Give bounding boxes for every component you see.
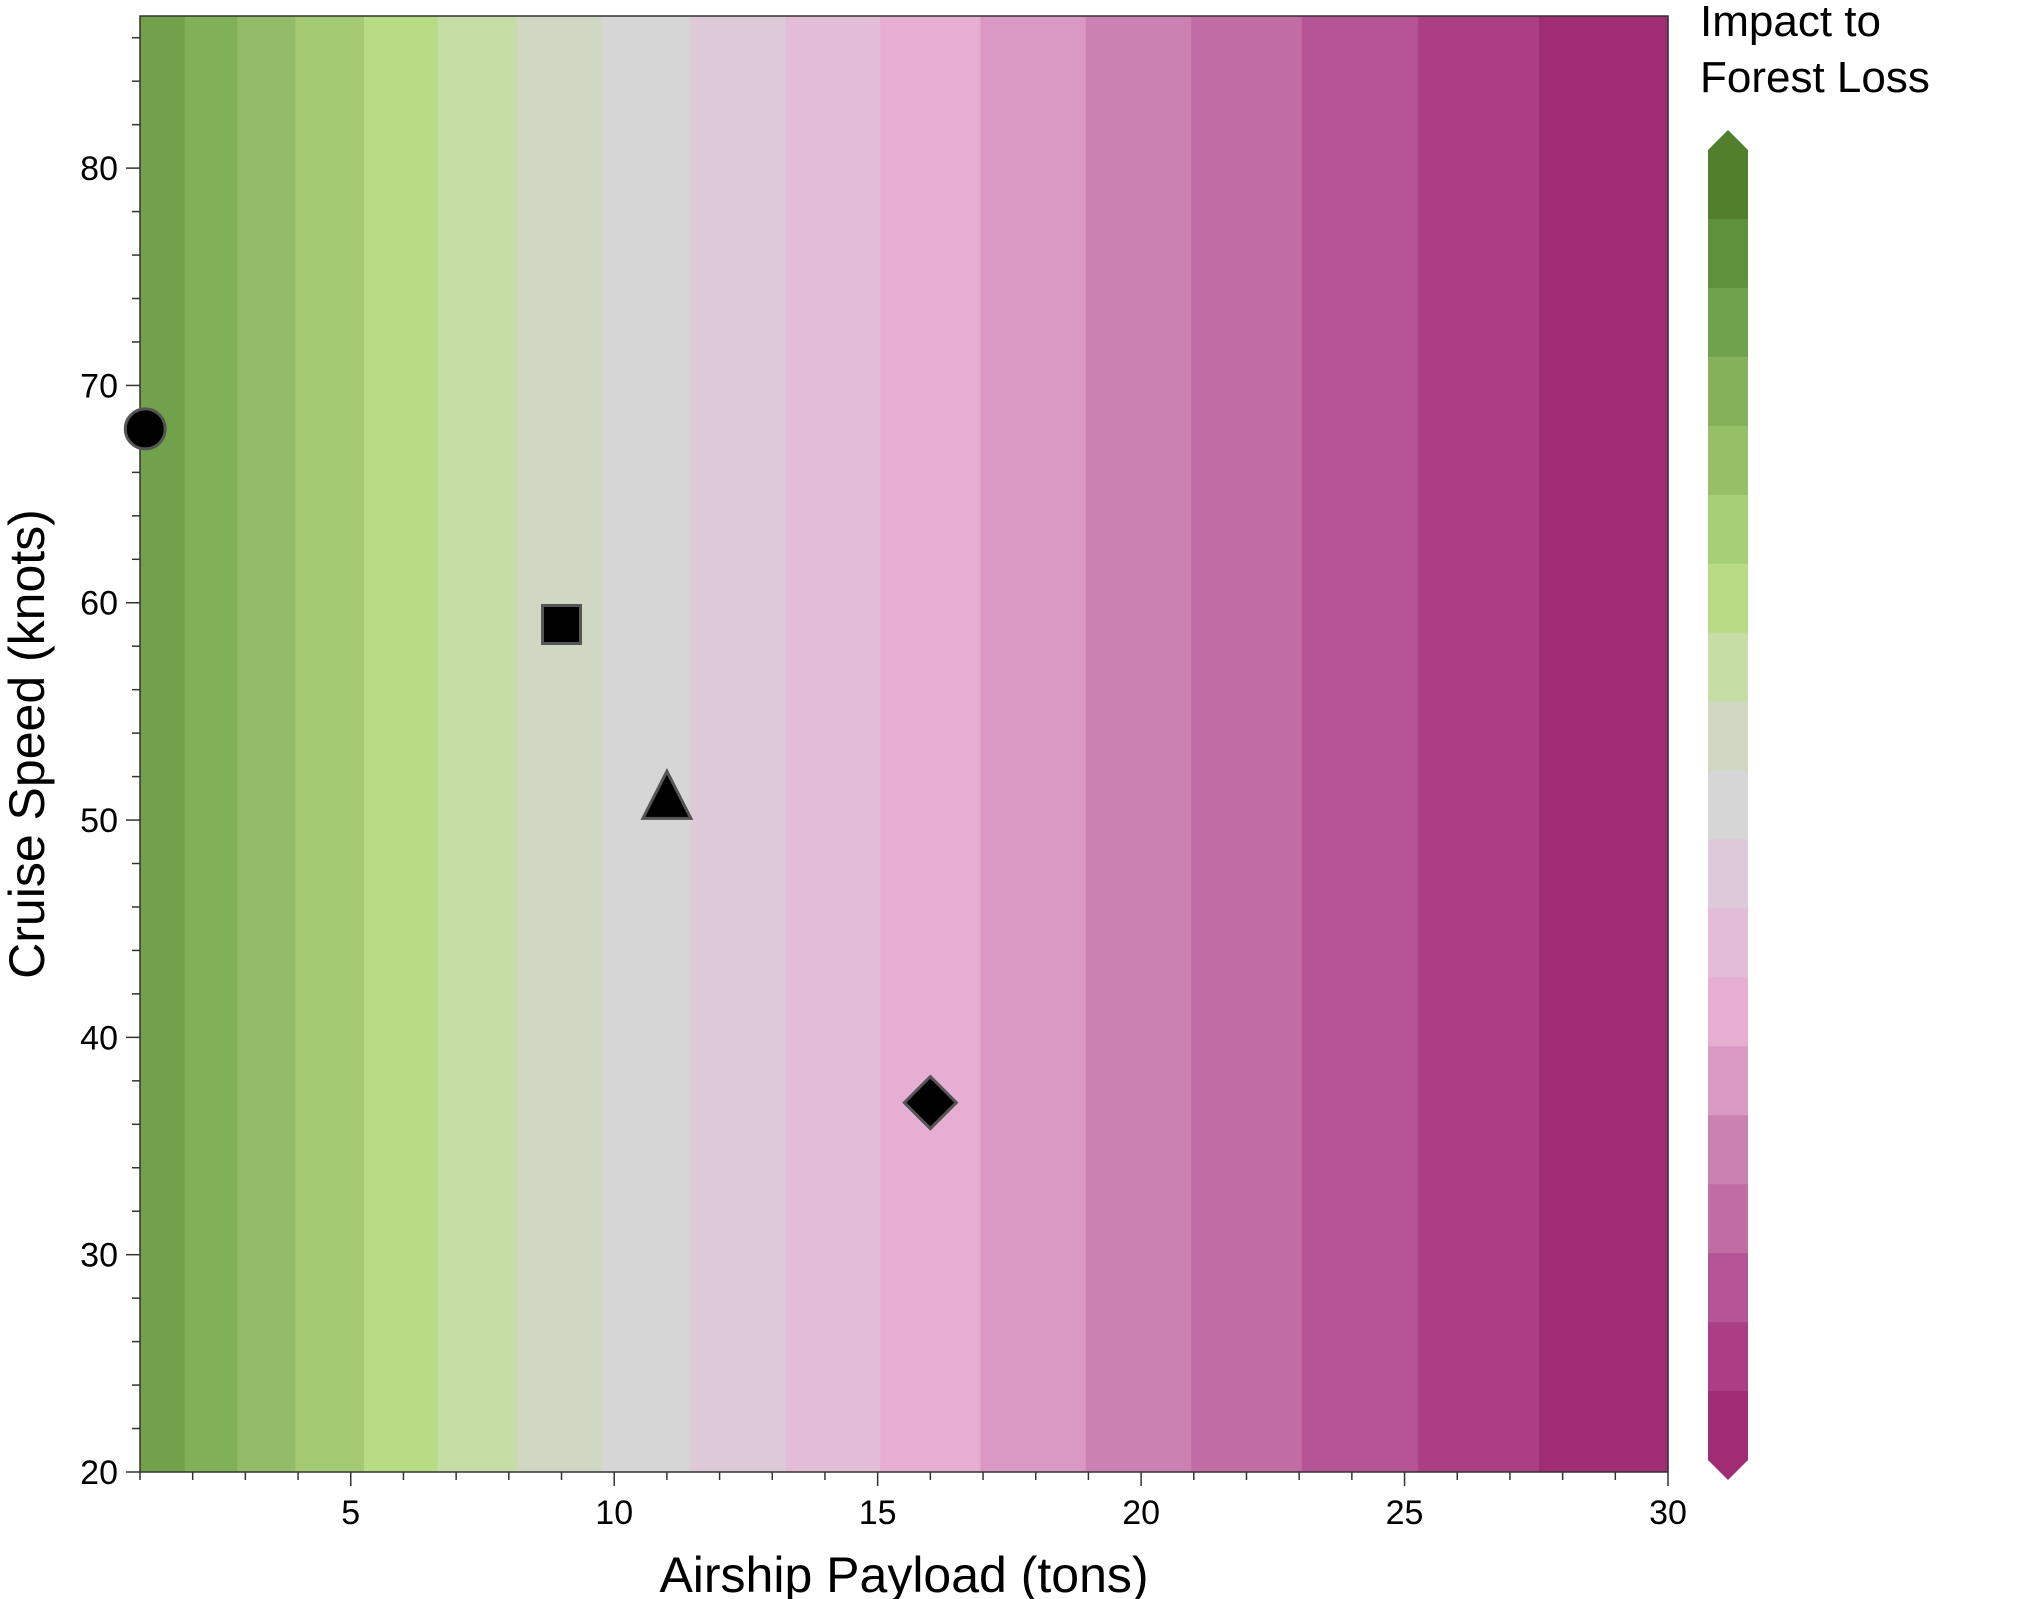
x-tick-label: 15 — [859, 1494, 897, 1532]
circle-marker — [123, 407, 167, 451]
colorbar-extend-bottom — [1708, 1460, 1748, 1480]
contour-band — [1191, 16, 1303, 1472]
colorbar-segment — [1708, 150, 1748, 220]
contour-band — [880, 16, 981, 1472]
colorbar-title-line2: Forest Loss — [1700, 53, 1930, 102]
y-tick-label: 40 — [80, 1019, 118, 1057]
x-tick-label: 30 — [1649, 1494, 1687, 1532]
colorbar-segment — [1708, 632, 1748, 703]
colorbar-segment — [1708, 1322, 1748, 1392]
colorbar-segment — [1708, 701, 1748, 772]
y-tick-label: 30 — [80, 1237, 118, 1275]
colorbar-extend-top — [1708, 130, 1748, 150]
contour-band — [1417, 16, 1540, 1472]
contour-band — [140, 16, 186, 1472]
contour-band — [516, 16, 602, 1472]
colorbar-segment — [1708, 770, 1748, 841]
y-axis-title: Cruise Speed (knots) — [0, 509, 55, 979]
contour-band — [1538, 16, 1669, 1472]
colorbar-title-line1: Impact to — [1700, 0, 1881, 46]
colorbar-segment — [1708, 908, 1748, 978]
square-marker — [541, 603, 583, 645]
contour-band — [980, 16, 1087, 1472]
contour-band — [1085, 16, 1192, 1472]
x-axis: 5 10 15 20 25 30 — [139, 1472, 1687, 1532]
colorbar-segment — [1708, 563, 1748, 634]
contour-band — [690, 16, 787, 1472]
colorbar-segment — [1708, 1046, 1748, 1116]
colorbar-segment — [1708, 839, 1748, 910]
colorbar-segment — [1708, 494, 1748, 565]
y-tick-label: 70 — [80, 367, 118, 405]
colorbar-segment — [1708, 425, 1748, 496]
y-axis: 20 30 40 50 60 70 80 — [80, 36, 140, 1492]
contour-band — [295, 16, 365, 1472]
colorbar-segment — [1708, 218, 1748, 289]
x-tick-label: 25 — [1386, 1494, 1424, 1532]
colorbar-segment — [1708, 1391, 1748, 1461]
contour-band — [184, 16, 239, 1472]
x-tick-label: 5 — [341, 1494, 360, 1532]
colorbar-segment — [1708, 1115, 1748, 1185]
contour-band — [785, 16, 881, 1472]
x-tick-label: 10 — [595, 1494, 633, 1532]
triangle-marker — [640, 768, 694, 820]
colorbar-segment — [1708, 1253, 1748, 1323]
contour-band — [1301, 16, 1419, 1472]
y-tick-label: 50 — [80, 802, 118, 840]
contour-band — [237, 16, 297, 1472]
plot-frame — [139, 15, 1669, 1473]
colorbar-segment — [1708, 977, 1748, 1047]
x-axis-title: Airship Payload (tons) — [659, 1547, 1148, 1599]
colorbar — [1708, 130, 1748, 1480]
x-tick-label: 20 — [1122, 1494, 1160, 1532]
colorbar-segment — [1708, 287, 1748, 358]
data-markers — [123, 407, 959, 1131]
y-tick-label: 20 — [80, 1454, 118, 1492]
colorbar-segment — [1708, 1184, 1748, 1254]
y-tick-label: 60 — [80, 585, 118, 623]
diamond-marker — [902, 1074, 959, 1131]
y-tick-label: 80 — [80, 150, 118, 188]
contour-bands — [140, 16, 1669, 1472]
contour-band — [437, 16, 518, 1472]
contour-band — [363, 16, 439, 1472]
contour-band — [601, 16, 692, 1472]
colorbar-segment — [1708, 356, 1748, 427]
